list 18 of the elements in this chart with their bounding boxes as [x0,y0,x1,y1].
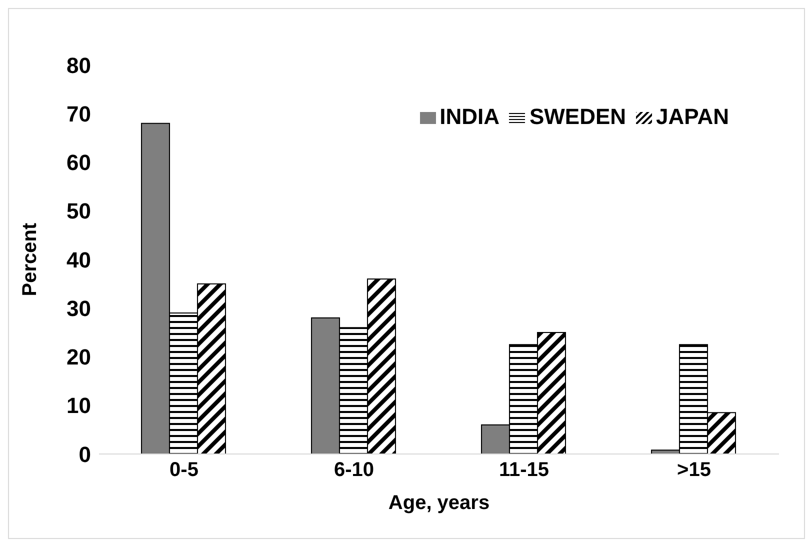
y-tick-label: 60 [66,150,91,176]
y-tick-label: 20 [66,344,91,370]
x-tick-label: 6-10 [334,459,374,482]
x-axis-title: Age, years [388,492,490,514]
y-tick-label: 40 [66,247,91,272]
legend-label: INDIA [440,104,500,129]
x-tick-label: 0-5 [170,459,198,482]
legend-label: JAPAN [656,104,729,129]
y-tick-label: 30 [66,296,91,321]
y-tick-label: 10 [66,393,91,418]
x-tick-label: >15 [677,459,711,482]
y-tick-label: 70 [66,101,91,126]
y-axis-title: Percent [19,222,42,296]
y-tick-label: 0 [78,442,91,467]
x-tick-label: 11-15 [498,459,550,482]
y-tick-label: 50 [66,198,91,224]
legend-label: SWEDEN [529,104,626,129]
y-tick-label: 80 [66,52,91,78]
